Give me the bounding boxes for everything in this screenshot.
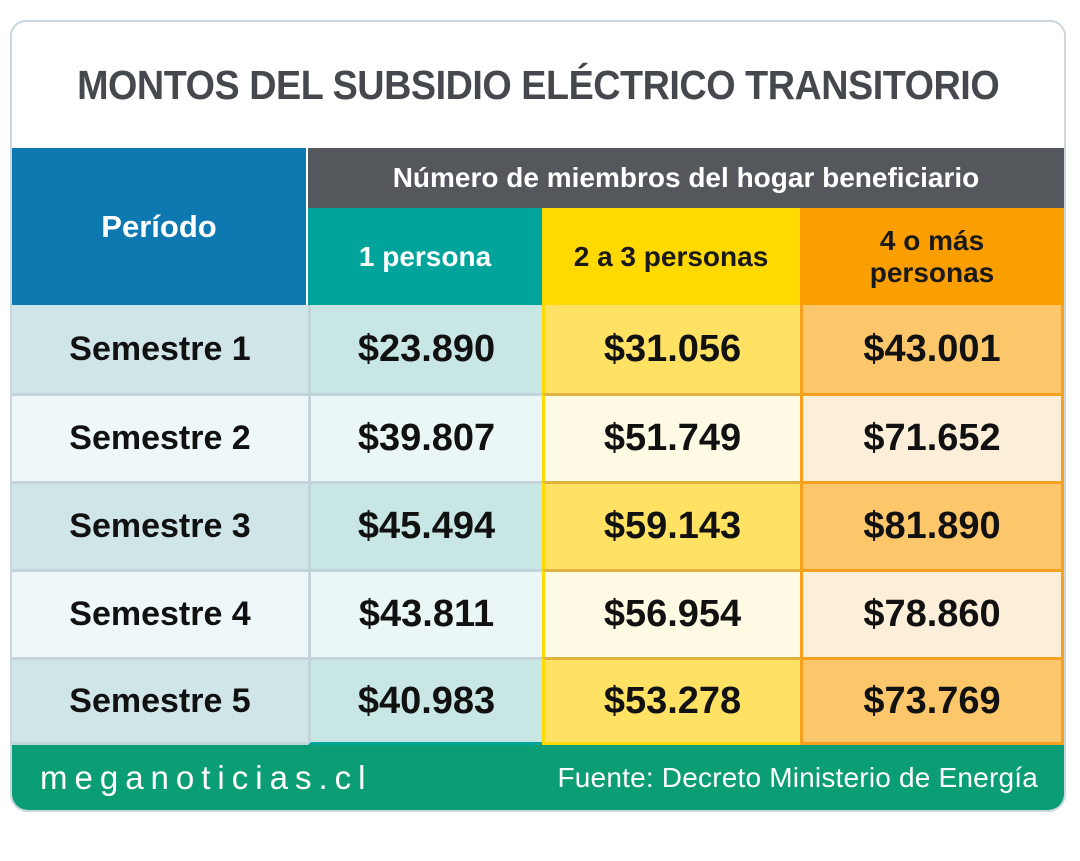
column-header-2-3-personas: 2 a 3 personas bbox=[542, 208, 800, 305]
value-cell-r5-c1: $40.983 bbox=[308, 657, 542, 745]
value-cell-r3-c3: $81.890 bbox=[800, 481, 1064, 569]
column-header-1-persona: 1 persona bbox=[308, 208, 542, 305]
column-header-4-o-mas-personas: 4 o más personas bbox=[800, 208, 1064, 305]
period-cell-semestre-3: Semestre 3 bbox=[12, 481, 308, 569]
value-cell-r3-c1: $45.494 bbox=[308, 481, 542, 569]
period-cell-semestre-5: Semestre 5 bbox=[12, 657, 308, 745]
members-group-header: Número de miembros del hogar beneficiari… bbox=[308, 148, 1064, 208]
value-cell-r5-c2: $53.278 bbox=[542, 657, 800, 745]
value-cell-r4-c1: $43.811 bbox=[308, 569, 542, 657]
value-cell-r2-c2: $51.749 bbox=[542, 393, 800, 481]
value-cell-r1-c2: $31.056 bbox=[542, 305, 800, 393]
value-cell-r4-c3: $78.860 bbox=[800, 569, 1064, 657]
value-cell-r5-c3: $73.769 bbox=[800, 657, 1064, 745]
value-cell-r1-c3: $43.001 bbox=[800, 305, 1064, 393]
period-cell-semestre-4: Semestre 4 bbox=[12, 569, 308, 657]
value-cell-r4-c2: $56.954 bbox=[542, 569, 800, 657]
value-cell-r3-c2: $59.143 bbox=[542, 481, 800, 569]
period-cell-semestre-1: Semestre 1 bbox=[12, 305, 308, 393]
value-cell-r1-c1: $23.890 bbox=[308, 305, 542, 393]
source-text: Fuente: Decreto Ministerio de Energía bbox=[557, 761, 1038, 793]
title-bar: MONTOS DEL SUBSIDIO ELÉCTRICO TRANSITORI… bbox=[12, 22, 1064, 148]
value-cell-r2-c3: $71.652 bbox=[800, 393, 1064, 481]
value-cell-r2-c1: $39.807 bbox=[308, 393, 542, 481]
brand-text: meganoticias.cl bbox=[40, 758, 373, 796]
period-cell-semestre-2: Semestre 2 bbox=[12, 393, 308, 481]
infographic-card: MONTOS DEL SUBSIDIO ELÉCTRICO TRANSITORI… bbox=[10, 20, 1066, 812]
column-header-period: Período bbox=[12, 148, 308, 305]
page-title: MONTOS DEL SUBSIDIO ELÉCTRICO TRANSITORI… bbox=[76, 61, 1000, 108]
footer-bar: meganoticias.cl Fuente: Decreto Minister… bbox=[12, 745, 1064, 810]
subsidy-table: Período Número de miembros del hogar ben… bbox=[12, 148, 1064, 745]
